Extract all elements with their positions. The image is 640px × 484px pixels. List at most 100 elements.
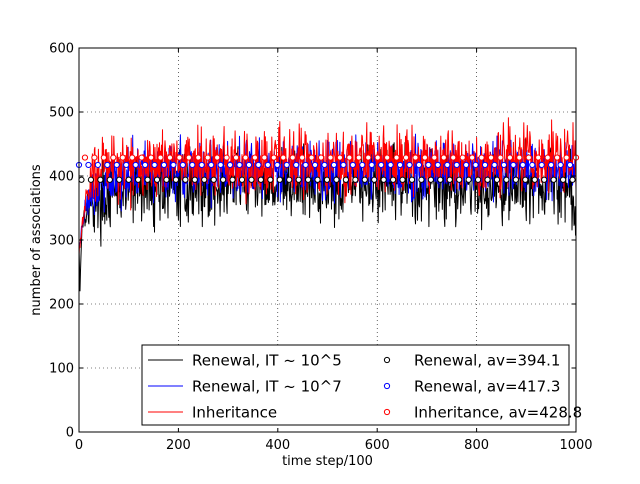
average-marker [557,161,564,169]
average-marker [323,176,331,183]
average-marker [368,161,375,169]
average-marker [106,176,113,183]
x-tick-label: 200 [166,438,191,453]
average-marker [135,176,142,183]
average-marker [516,154,523,161]
average-marker [321,161,328,169]
average-marker [204,154,211,161]
average-marker [308,154,315,161]
average-marker [223,154,230,161]
average-marker [566,161,574,169]
average-markers [75,154,580,183]
average-marker [305,176,312,183]
y-axis-ticks: 0 100 200 300 400 500 600 [49,42,576,441]
average-marker [267,176,274,183]
average-marker [459,154,466,161]
average-marker [195,154,202,161]
legend-label: Renewal, av=394.1 [414,352,560,370]
average-marker [91,154,98,161]
average-marker [151,161,158,169]
average-marker [138,154,145,161]
average-marker [104,161,111,169]
average-marker [569,176,576,183]
average-marker [176,154,183,161]
average-marker [491,161,498,169]
average-marker [548,161,555,169]
average-marker [529,161,536,169]
average-marker [525,154,532,161]
average-marker [503,176,510,183]
average-marker [487,154,495,161]
average-marker [531,176,538,183]
average-marker [437,176,444,183]
average-marker [179,161,186,169]
average-marker [554,154,561,161]
average-marker [402,154,410,161]
y-tick-label: 500 [49,106,74,121]
x-tick-label: 0 [75,438,83,453]
y-tick-label: 300 [49,234,74,249]
average-marker [465,176,472,183]
average-marker [355,154,362,161]
x-tick-label: 400 [265,438,290,453]
average-marker [185,154,192,161]
average-marker [116,176,123,183]
average-marker [336,154,344,161]
y-tick-label: 200 [49,298,74,313]
average-marker [172,176,180,183]
average-marker [229,176,236,183]
average-marker [166,154,174,161]
average-marker [512,176,519,183]
average-marker [421,154,429,161]
average-marker [346,154,353,161]
average-marker [78,176,85,183]
average-marker [170,161,177,169]
average-marker [493,176,501,183]
average-marker [276,176,283,183]
average-marker [264,161,271,169]
average-marker [393,154,400,161]
average-marker [283,161,290,169]
average-marker [198,161,205,169]
average-marker [563,154,570,161]
average-marker [446,176,453,183]
average-marker [361,176,368,183]
legend: Renewal, IT ~ 10^5 Renewal, IT ~ 10^7 Inhe… [141,344,582,426]
average-marker [125,176,132,183]
average-marker [129,154,136,161]
average-marker [500,161,508,169]
average-marker [147,154,155,161]
average-marker [378,161,385,169]
average-marker [191,176,198,183]
average-marker [210,176,217,183]
average-marker [248,176,255,183]
average-marker [242,154,249,161]
average-marker [255,161,262,169]
average-marker [302,161,309,169]
average-marker [245,161,253,169]
average-marker [431,154,438,161]
average-marker [317,154,325,161]
average-marker [474,176,482,183]
average-marker [232,154,240,161]
average-marker [427,176,434,183]
legend-label: Inheritance [192,404,277,422]
legend-label: Inheritance, av=428.8 [414,404,582,422]
legend-marker-handle [383,356,391,364]
y-tick-label: 600 [49,42,74,57]
average-marker [384,154,391,161]
average-marker [144,176,151,183]
average-marker [87,176,95,183]
average-marker [497,154,504,161]
average-marker [314,176,321,183]
average-marker [519,161,526,169]
average-marker [522,176,529,183]
average-marker [163,176,170,183]
average-marker [238,176,246,183]
legend-box [141,344,570,426]
average-marker [365,154,372,161]
average-marker [94,161,101,169]
x-tick-label: 800 [464,438,489,453]
average-marker [481,161,489,169]
